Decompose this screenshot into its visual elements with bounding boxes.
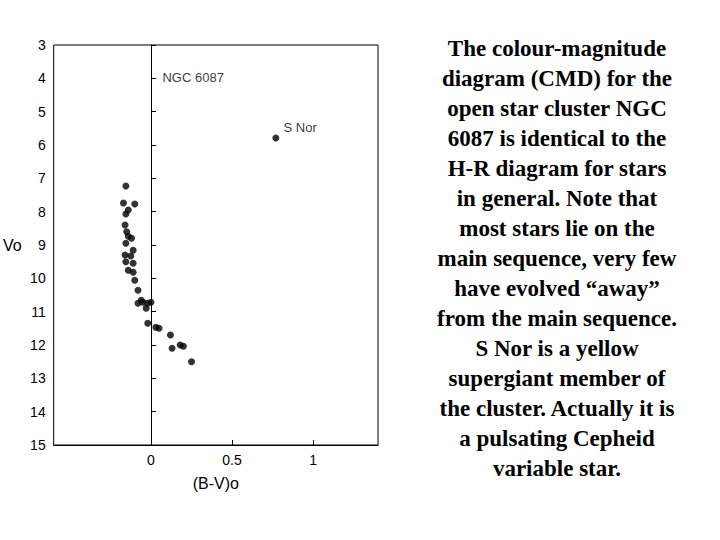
svg-text:12: 12 <box>30 337 46 353</box>
html-text:H-R diagram for stars: H-R diagram for stars <box>447 156 667 181</box>
svg-text:15: 15 <box>30 437 46 453</box>
svg-text:6: 6 <box>38 137 46 153</box>
svg-text:9: 9 <box>38 237 46 253</box>
svg-text:0: 0 <box>147 452 155 468</box>
html-text:The colour-magnitude: The colour-magnitude <box>447 36 667 61</box>
svg-text:Vo: Vo <box>3 237 22 254</box>
svg-text:7: 7 <box>38 170 46 186</box>
svg-text:0.5: 0.5 <box>222 452 242 468</box>
svg-text:11: 11 <box>31 304 46 320</box>
html-text:main sequence, very few: main sequence, very few <box>437 246 677 271</box>
html-text:variable star.: variable star. <box>492 456 622 481</box>
html-text:diagram (CMD) for the: diagram (CMD) for the <box>441 66 673 91</box>
svg-text:13: 13 <box>30 370 46 386</box>
html-text:S Nor is a yellow: S Nor is a yellow <box>475 336 639 361</box>
html-text:open star cluster NGC: open star cluster NGC <box>447 96 667 121</box>
svg-text:NGC 6087: NGC 6087 <box>162 70 223 85</box>
svg-text:4: 4 <box>38 70 46 86</box>
html-text:most stars lie on the: most stars lie on the <box>459 216 655 241</box>
html-text:a pulsating Cepheid: a pulsating Cepheid <box>459 426 655 451</box>
html-text:the cluster. Actually it is: the cluster. Actually it is <box>439 396 675 421</box>
html-text:supergiant member of: supergiant member of <box>448 366 666 391</box>
html-text:have evolved “away”: have evolved “away” <box>454 276 660 301</box>
svg-text:8: 8 <box>38 204 46 220</box>
svg-text:5: 5 <box>38 104 46 120</box>
html-text:from the main sequence.: from the main sequence. <box>437 306 677 331</box>
svg-text:S Nor: S Nor <box>284 120 318 135</box>
svg-text:3: 3 <box>38 37 46 53</box>
html-text:in general. Note that: in general. Note that <box>456 186 658 211</box>
svg-text:10: 10 <box>30 270 46 286</box>
svg-text:1: 1 <box>309 452 317 468</box>
svg-text:14: 14 <box>30 404 46 420</box>
html-text:6087 is identical to the: 6087 is identical to the <box>447 126 667 151</box>
svg-text:(B-V)o: (B-V)o <box>193 475 239 492</box>
